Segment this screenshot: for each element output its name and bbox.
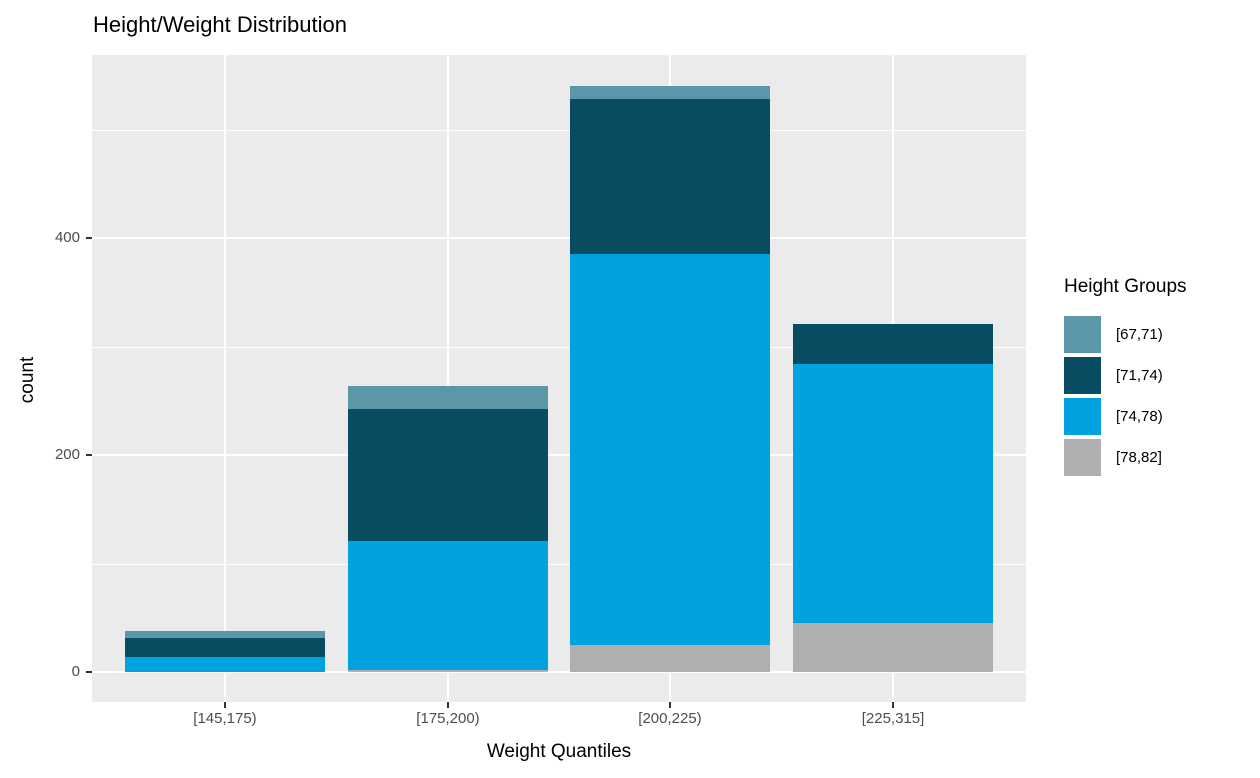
- y-tick-mark: [86, 671, 92, 673]
- legend-item: [71,74): [1064, 357, 1187, 394]
- bar-segment: [793, 324, 993, 364]
- legend-label: [67,71): [1116, 326, 1163, 343]
- bar-segment: [125, 638, 325, 657]
- bar-segment: [125, 631, 325, 638]
- x-tick-mark: [224, 702, 226, 708]
- y-tick-label: 400: [54, 229, 80, 246]
- x-tick-label: [200,225): [638, 710, 702, 727]
- bar-segment: [125, 657, 325, 672]
- bar-segment: [570, 645, 770, 672]
- x-tick-label: [225,315]: [861, 710, 925, 727]
- plot-panel: [92, 55, 1026, 702]
- legend-swatch: [1064, 316, 1101, 353]
- chart-title: Height/Weight Distribution: [93, 12, 347, 37]
- legend-title: Height Groups: [1064, 276, 1187, 297]
- y-tick-mark: [86, 454, 92, 456]
- bar-segment: [348, 541, 548, 670]
- x-tick-mark: [447, 702, 449, 708]
- x-tick-mark: [892, 702, 894, 708]
- x-tick-label: [175,200): [416, 710, 480, 727]
- gridline-major-h: [92, 454, 1026, 456]
- x-tick-mark: [669, 702, 671, 708]
- gridline-major-h: [92, 237, 1026, 239]
- gridline-minor-h: [92, 564, 1026, 565]
- y-tick-label: 200: [54, 446, 80, 463]
- legend-swatch: [1064, 398, 1101, 435]
- legend-swatch: [1064, 357, 1101, 394]
- y-tick-label: 0: [71, 663, 80, 680]
- legend-item: [74,78): [1064, 398, 1187, 435]
- gridline-major-v: [447, 55, 449, 702]
- bar-segment: [570, 254, 770, 645]
- bar-segment: [348, 670, 548, 672]
- legend: Height Groups [67,71) [71,74) [74,78) [78,8…: [1064, 276, 1187, 480]
- x-axis-label: Weight Quantiles: [486, 741, 632, 762]
- y-tick-mark: [86, 237, 92, 239]
- bar-segment: [793, 364, 993, 623]
- legend-label: [71,74): [1116, 367, 1163, 384]
- gridline-major-h: [92, 671, 1026, 673]
- bar-segment: [570, 99, 770, 254]
- gridline-minor-h: [92, 130, 1026, 131]
- gridline-minor-h: [92, 347, 1026, 348]
- legend-label: [78,82]: [1116, 449, 1162, 466]
- legend-swatch: [1064, 439, 1101, 476]
- y-axis-label: count: [17, 356, 38, 404]
- bar-segment: [793, 623, 993, 672]
- bar-segment: [348, 409, 548, 541]
- bar-segment: [570, 86, 770, 99]
- legend-label: [74,78): [1116, 408, 1163, 425]
- legend-item: [67,71): [1064, 316, 1187, 353]
- legend-item: [78,82]: [1064, 439, 1187, 476]
- gridline-major-v: [224, 55, 226, 702]
- legend-items: [67,71) [71,74) [74,78) [78,82]: [1064, 316, 1187, 476]
- x-tick-label: [145,175): [193, 710, 257, 727]
- bar-segment: [348, 386, 548, 409]
